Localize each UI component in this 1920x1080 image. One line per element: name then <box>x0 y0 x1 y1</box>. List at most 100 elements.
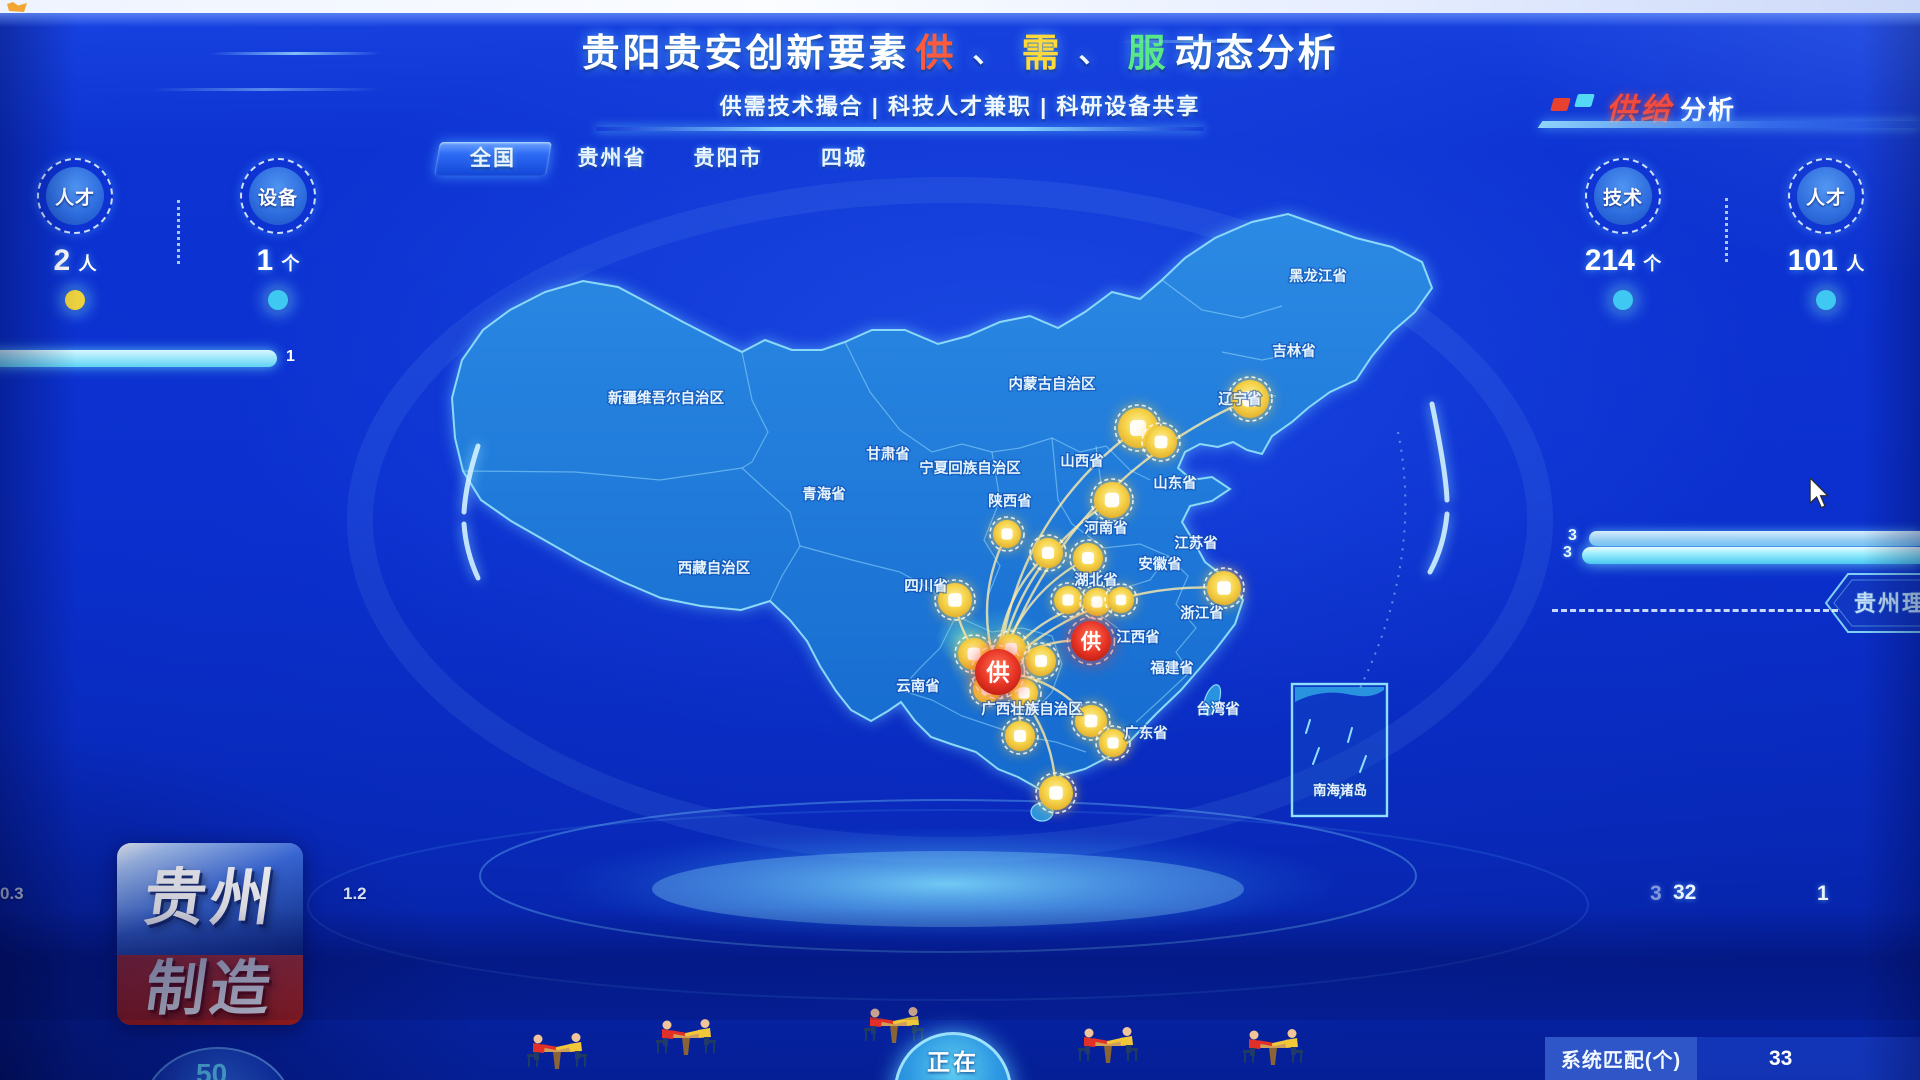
stat-label-talent-right: 人才 <box>1797 167 1855 225</box>
tab-guizhou-province[interactable]: 贵州省 <box>577 147 647 170</box>
province-label: 内蒙古自治区 <box>1009 375 1096 393</box>
title-sep1: 、 <box>972 36 1006 69</box>
logo-line1: 贵州 <box>139 864 281 933</box>
guizhou-manufacturing-logo: 贵州 制造 <box>117 843 303 1025</box>
resource-marker[interactable] <box>1029 534 1067 572</box>
stat-label-talent: 人才 <box>46 167 104 225</box>
title-prefix: 贵阳贵安创新要素 <box>581 32 910 75</box>
org-badge-label: 贵州理 <box>1854 591 1920 616</box>
stat-talent-right: 人才 101 人 <box>1764 158 1888 310</box>
province-label: 吉林省 <box>1272 342 1316 360</box>
right-bar-1 <box>1589 531 1920 546</box>
logo-line2: 制造 <box>141 955 279 1022</box>
stat-technology-right: 技术 214 个 <box>1561 158 1685 310</box>
negotiation-scene <box>525 1031 589 1071</box>
axis-value-2: 1.2 <box>343 884 367 903</box>
south-sea-inset-label: 南海诸岛 <box>1313 782 1367 798</box>
right-stats-divider <box>1725 198 1728 262</box>
left-progress-label: 1 <box>286 348 295 365</box>
resource-marker[interactable] <box>1001 717 1039 755</box>
province-label: 广西壮族自治区 <box>981 700 1083 718</box>
province-label: 黑龙江省 <box>1289 267 1347 285</box>
stat-circle-equipment[interactable]: 设备 <box>240 158 316 234</box>
stat-value-talent: 2 人 <box>53 244 97 277</box>
stat-value-talent-right: 101 人 <box>1787 244 1865 277</box>
stat-label-equipment: 设备 <box>249 167 307 225</box>
system-match-value: 33 <box>1697 1037 1920 1080</box>
province-label: 新疆维吾尔自治区 <box>608 389 724 407</box>
cyan-square-icon <box>1574 94 1595 107</box>
title-demand: 需 <box>1021 32 1063 75</box>
matching-line1: 正在 <box>927 1049 979 1075</box>
right-bar-label-1: 3 <box>1568 527 1577 544</box>
stat-circle-talent-right[interactable]: 人才 <box>1788 158 1864 234</box>
negotiation-scene <box>862 1005 926 1045</box>
stat-talent-left: 人才 2 人 <box>13 158 137 310</box>
supply-marker[interactable]: 供 <box>1066 616 1116 666</box>
stat-label-technology: 技术 <box>1594 167 1652 225</box>
page-title: 贵阳贵安创新要素 供 、 需 、 服 动态分析 <box>400 24 1520 75</box>
resource-marker[interactable] <box>1069 539 1107 577</box>
ghost-value-2: 32 <box>1673 881 1697 904</box>
tab-four-cities[interactable]: 四城 <box>821 147 867 170</box>
province-label: 陕西省 <box>988 492 1032 510</box>
province-label: 浙江省 <box>1180 604 1224 622</box>
left-stats-divider <box>177 200 180 264</box>
province-label: 西藏自治区 <box>678 559 751 577</box>
system-match-label: 系统匹配(个) <box>1545 1037 1697 1080</box>
decor-streak <box>147 88 383 91</box>
decor-streak <box>1117 40 1263 43</box>
negotiation-scene <box>654 1017 718 1057</box>
equipment-dot <box>268 290 288 310</box>
stat-circle-technology[interactable]: 技术 <box>1585 158 1661 234</box>
stat-value-technology: 214 个 <box>1584 244 1662 277</box>
resource-marker[interactable] <box>1022 642 1060 680</box>
system-match-row[interactable]: 系统匹配(个) 33 <box>1545 1037 1920 1080</box>
ghost-value-1: 3 <box>1650 882 1662 905</box>
negotiation-scene <box>1076 1025 1140 1065</box>
province-label: 安徽省 <box>1138 555 1182 573</box>
province-label: 江苏省 <box>1174 534 1218 552</box>
watermark-icon <box>7 2 27 12</box>
page-subtitle: 供需技术撮合 | 科技人才兼职 | 科研设备共享 <box>719 94 1201 119</box>
tab-national[interactable]: 全国 <box>434 142 552 176</box>
right-bar-label-2: 3 <box>1563 544 1572 561</box>
tab-guiyang-city[interactable]: 贵阳市 <box>693 147 763 170</box>
axis-value-1: 0.3 <box>0 884 24 903</box>
header-underline <box>596 127 1204 131</box>
title-supply: 供 <box>915 32 957 75</box>
province-label: 青海省 <box>802 485 846 503</box>
decor-streak <box>207 52 383 55</box>
talent-right-dot <box>1816 290 1836 310</box>
title-service: 服 <box>1127 32 1169 75</box>
supply-marker-label: 供 <box>1080 630 1101 654</box>
map-dotted-arc <box>1357 431 1407 693</box>
province-label: 四川省 <box>904 577 948 595</box>
province-label: 福建省 <box>1149 659 1194 677</box>
right-bar-2 <box>1582 547 1920 564</box>
stat-circle-talent[interactable]: 人才 <box>37 158 113 234</box>
screen-top-edge <box>0 0 1920 13</box>
stat-equipment-left: 设备 1 个 <box>216 158 340 310</box>
supply-header-underline <box>1537 121 1920 128</box>
title-suffix: 动态分析 <box>1174 32 1339 75</box>
province-label: 湖北省 <box>1074 571 1118 589</box>
bottom-gauge-value: 50 <box>196 1058 228 1080</box>
province-label: 甘肃省 <box>866 445 910 463</box>
province-label: 云南省 <box>896 677 940 695</box>
supply-marker-label: 供 <box>985 660 1009 686</box>
right-dashed-line <box>1552 609 1838 612</box>
china-outline <box>450 212 1434 795</box>
province-label: 台湾省 <box>1196 700 1240 718</box>
supply-analysis-header: 供给 分析 <box>1544 84 1920 127</box>
left-progress-bar <box>0 350 277 367</box>
stage-platform-core <box>652 851 1244 927</box>
technology-dot <box>1613 290 1633 310</box>
talent-dot <box>65 290 85 310</box>
province-label: 山西省 <box>1060 452 1104 470</box>
province-label: 辽宁省 <box>1218 390 1262 408</box>
province-label: 宁夏回族自治区 <box>919 459 1021 477</box>
title-sep2: 、 <box>1078 36 1112 69</box>
screen-top-edge-fade <box>0 13 1920 27</box>
